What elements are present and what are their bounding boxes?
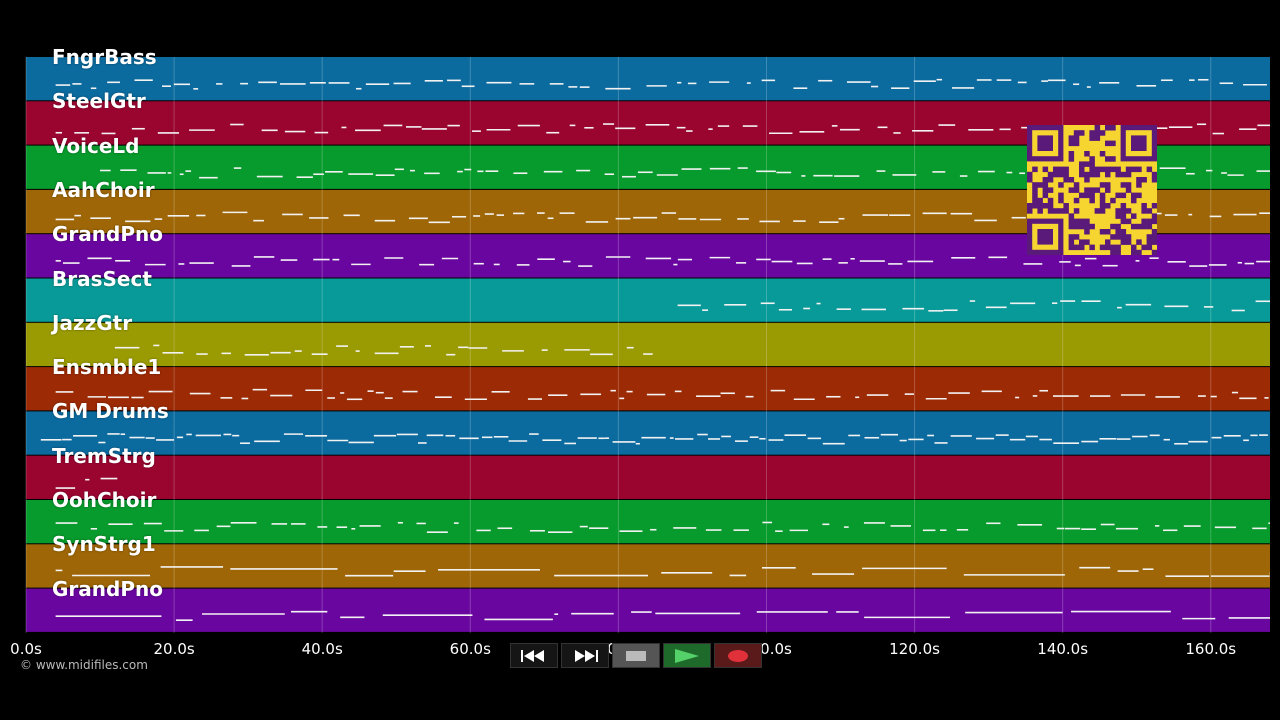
track-label: GrandPno — [52, 576, 163, 601]
track-lane — [26, 57, 1270, 101]
time-tick-label: 40.0s — [301, 640, 343, 658]
play-icon — [675, 648, 699, 663]
time-tick-label: 160.0s — [1185, 640, 1237, 658]
fast-forward-icon — [575, 649, 598, 662]
track-lane — [26, 544, 1270, 588]
track-label: GrandPno — [52, 222, 163, 247]
rewind-button[interactable] — [510, 643, 558, 668]
stop-button[interactable] — [612, 643, 660, 668]
track-label: FngrBass — [52, 45, 157, 69]
time-tick-label: 140.0s — [1037, 640, 1089, 658]
track-label: SteelGtr — [52, 89, 146, 114]
play-button[interactable] — [663, 643, 711, 668]
track-label: VoiceLd — [52, 133, 140, 158]
time-tick-label: 120.0s — [889, 640, 940, 658]
track-lane — [26, 367, 1270, 411]
track-label: OohChoir — [52, 488, 157, 512]
track-lane — [26, 500, 1270, 544]
note-events — [40, 78, 1270, 622]
track-label: GM Drums — [52, 399, 169, 424]
track-label: JazzGtr — [52, 310, 133, 335]
track-lane — [26, 455, 1270, 499]
copyright-text: © www.midifiles.com — [20, 658, 148, 672]
track-label: BrasSect — [52, 266, 152, 291]
track-lane — [26, 411, 1270, 455]
rewind-icon — [521, 649, 544, 662]
track-label: SynStrg1 — [52, 532, 156, 557]
qr-code — [1027, 125, 1157, 255]
transport-controls — [510, 643, 762, 670]
record-button[interactable] — [714, 643, 762, 668]
track-label: Ensmble1 — [52, 355, 162, 380]
track-lane — [26, 588, 1270, 632]
track-lane — [26, 278, 1270, 322]
fast-forward-button[interactable] — [561, 643, 609, 668]
track-label: AahChoir — [52, 177, 155, 202]
time-tick-label: 0.0s — [10, 640, 42, 658]
track-label: TremStrg — [52, 443, 156, 468]
record-icon — [728, 649, 748, 662]
track-lane — [26, 322, 1270, 367]
time-tick-label: 60.0s — [449, 640, 491, 658]
stop-icon — [626, 650, 646, 661]
time-tick-label: 20.0s — [153, 640, 195, 658]
track-lanes — [25, 57, 1270, 633]
